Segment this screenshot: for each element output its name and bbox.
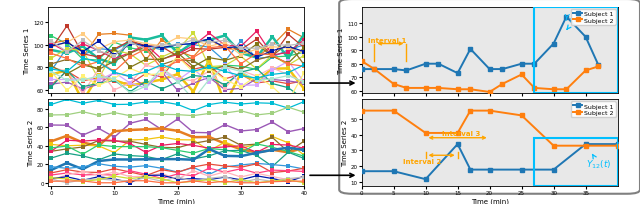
Subject 1 [390,170,397,173]
Subject 2 [454,132,461,134]
Subject 2 [550,145,557,147]
Subject 1 [422,178,429,181]
Subject 1 [563,16,570,19]
Subject 2 [422,132,429,134]
Text: $Y_{12}(t)$: $Y_{12}(t)$ [586,155,611,170]
Subject 1 [467,48,474,51]
Y-axis label: Time Series 1: Time Series 1 [338,27,344,75]
Subject 2 [563,89,570,91]
Subject 2 [531,87,538,90]
Subject 2 [518,115,525,117]
Subject 1 [518,63,525,66]
Subject 2 [467,89,474,91]
Subject 2 [358,61,365,63]
Text: Interval 1: Interval 1 [368,37,406,43]
Subject 1 [582,143,589,146]
Subject 2 [403,87,410,90]
Subject 2 [499,83,506,86]
Subject 1 [486,169,493,171]
Subject 2 [454,89,461,91]
Subject 1 [614,143,621,146]
Bar [534,138,618,186]
Line: Subject 2: Subject 2 [360,60,600,94]
X-axis label: Time (min): Time (min) [470,197,509,204]
Subject 2 [486,110,493,112]
Subject 2 [358,110,365,112]
Subject 1 [358,69,365,71]
Subject 1 [390,69,397,71]
Subject 1 [582,36,589,39]
Subject 2 [390,83,397,86]
Subject 2 [390,110,397,112]
Text: Interval 2: Interval 2 [403,159,442,164]
Subject 2 [550,89,557,91]
Subject 2 [467,110,474,112]
Subject 1 [499,69,506,71]
Subject 1 [422,63,429,66]
Subject 1 [371,69,378,71]
Subject 2 [582,70,589,72]
Legend: Subject 1, Subject 2: Subject 1, Subject 2 [572,102,616,117]
Subject 2 [422,87,429,90]
Subject 2 [582,145,589,147]
Legend: Subject 1, Subject 2: Subject 1, Subject 2 [572,10,616,25]
Subject 2 [435,87,442,90]
Subject 2 [486,91,493,94]
X-axis label: Time (min): Time (min) [157,197,195,204]
Subject 2 [614,145,621,147]
Subject 1 [467,169,474,171]
Subject 1 [595,64,602,67]
Y-axis label: Time Series 2: Time Series 2 [342,119,348,166]
Subject 2 [595,66,602,68]
Subject 1 [550,43,557,45]
Subject 1 [531,63,538,66]
Subject 1 [454,73,461,75]
Subject 1 [403,70,410,72]
Subject 1 [358,170,365,173]
Text: $Y_{11}(t)$: $Y_{11}(t)$ [563,13,589,30]
Subject 1 [518,169,525,171]
Subject 1 [435,63,442,66]
Line: Subject 1: Subject 1 [360,16,600,76]
Text: Interval 3: Interval 3 [442,131,480,137]
Subject 1 [486,69,493,71]
Subject 1 [550,169,557,171]
Y-axis label: Time Series 2: Time Series 2 [28,119,34,166]
Line: Subject 1: Subject 1 [360,142,620,181]
Bar [534,8,618,94]
Subject 2 [518,74,525,76]
Subject 2 [371,69,378,71]
Y-axis label: Time Series 1: Time Series 1 [24,27,31,75]
Subject 1 [454,143,461,146]
Line: Subject 2: Subject 2 [360,109,620,148]
